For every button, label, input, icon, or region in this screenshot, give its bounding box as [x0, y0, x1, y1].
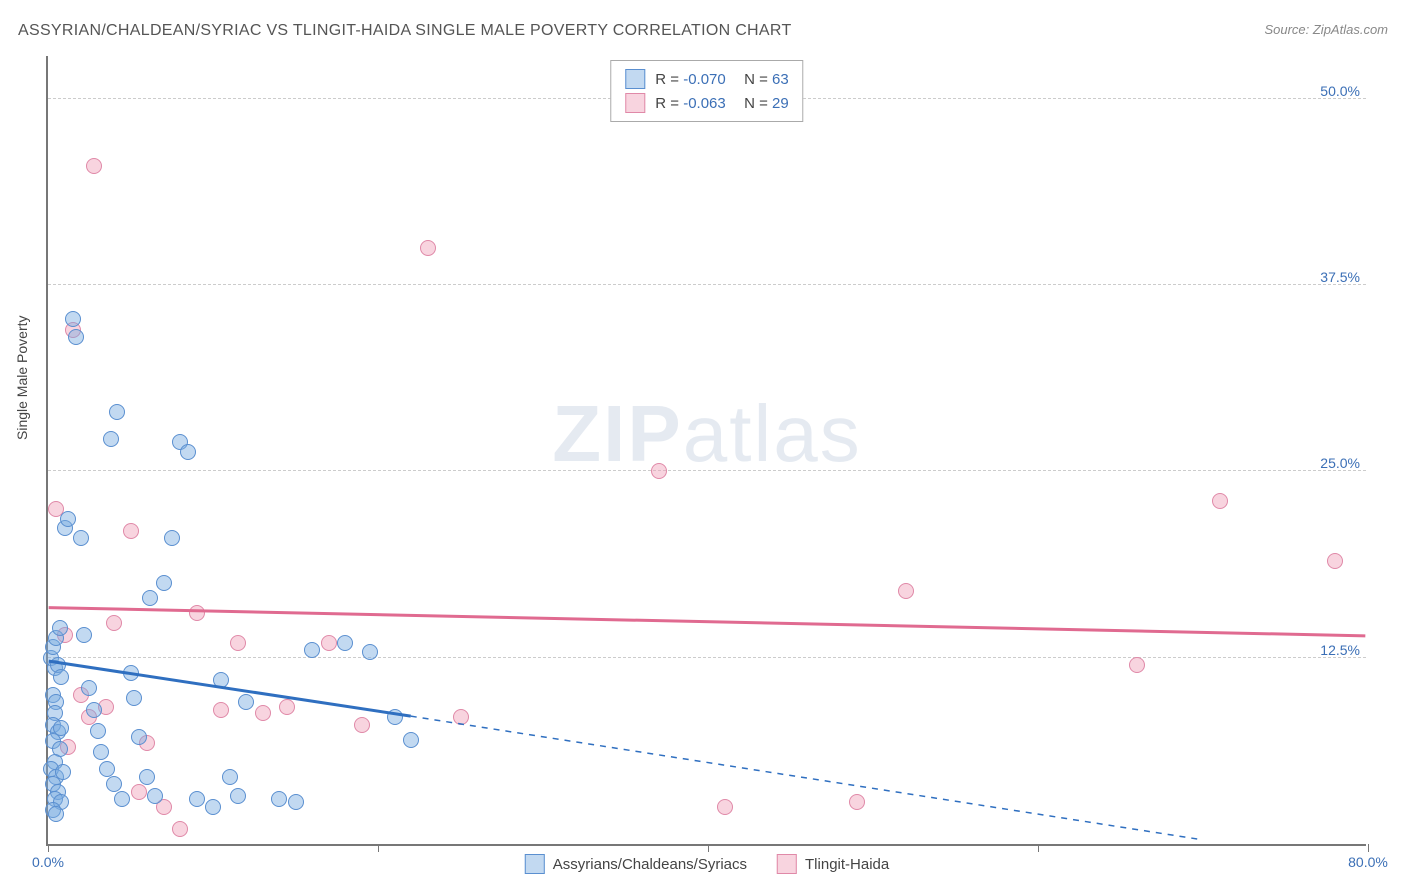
data-point-blue — [222, 769, 238, 785]
data-point-blue — [213, 672, 229, 688]
data-point-blue — [68, 329, 84, 345]
data-point-blue — [230, 788, 246, 804]
data-point-blue — [139, 769, 155, 785]
data-point-pink — [86, 158, 102, 174]
data-point-pink — [354, 717, 370, 733]
data-point-blue — [362, 644, 378, 660]
data-point-blue — [65, 311, 81, 327]
data-point-blue — [271, 791, 287, 807]
legend-row-pink: R = -0.063 N = 29 — [625, 91, 788, 115]
data-point-blue — [106, 776, 122, 792]
data-point-blue — [387, 709, 403, 725]
data-point-pink — [213, 702, 229, 718]
data-point-pink — [172, 821, 188, 837]
data-point-pink — [131, 784, 147, 800]
data-point-blue — [123, 665, 139, 681]
data-point-blue — [205, 799, 221, 815]
legend-r-pink: R = -0.063 — [655, 95, 725, 112]
legend-label-pink: Tlingit-Haida — [805, 856, 889, 873]
data-point-blue — [142, 590, 158, 606]
data-point-blue — [60, 511, 76, 527]
plot-area: ZIPatlas 12.5%25.0%37.5%50.0% 0.0%80.0% … — [46, 56, 1366, 846]
correlation-legend: R = -0.070 N = 63 R = -0.063 N = 29 — [610, 60, 803, 122]
data-point-blue — [126, 690, 142, 706]
legend-swatch-pink — [625, 93, 645, 113]
legend-label-blue: Assyrians/Chaldeans/Syriacs — [553, 856, 747, 873]
legend-swatch-blue-2 — [525, 854, 545, 874]
data-point-pink — [1212, 493, 1228, 509]
x-tick — [48, 844, 49, 852]
data-point-blue — [238, 694, 254, 710]
data-point-pink — [321, 635, 337, 651]
chart-title: ASSYRIAN/CHALDEAN/SYRIAC VS TLINGIT-HAID… — [18, 22, 792, 40]
data-point-pink — [1129, 657, 1145, 673]
x-tick-label: 0.0% — [32, 854, 64, 870]
x-tick — [708, 844, 709, 852]
data-point-pink — [189, 605, 205, 621]
data-point-blue — [52, 620, 68, 636]
data-point-blue — [156, 575, 172, 591]
legend-n-pink: N = 29 — [736, 95, 789, 112]
data-point-blue — [180, 444, 196, 460]
source-label: Source: ZipAtlas.com — [1264, 22, 1388, 37]
data-point-blue — [76, 627, 92, 643]
data-point-blue — [53, 669, 69, 685]
data-point-pink — [230, 635, 246, 651]
legend-r-blue: R = -0.070 — [655, 71, 725, 88]
data-point-pink — [279, 699, 295, 715]
x-tick-label: 80.0% — [1348, 854, 1388, 870]
data-point-pink — [898, 583, 914, 599]
data-point-blue — [403, 732, 419, 748]
data-point-pink — [123, 523, 139, 539]
data-point-pink — [106, 615, 122, 631]
points-layer — [48, 56, 1366, 844]
data-point-pink — [1327, 553, 1343, 569]
data-point-blue — [131, 729, 147, 745]
data-point-blue — [86, 702, 102, 718]
legend-row-blue: R = -0.070 N = 63 — [625, 67, 788, 91]
x-tick — [1038, 844, 1039, 852]
data-point-pink — [651, 463, 667, 479]
data-point-blue — [73, 530, 89, 546]
data-point-blue — [90, 723, 106, 739]
data-point-pink — [849, 794, 865, 810]
series-legend: Assyrians/Chaldeans/Syriacs Tlingit-Haid… — [525, 854, 889, 874]
data-point-blue — [304, 642, 320, 658]
data-point-pink — [717, 799, 733, 815]
data-point-blue — [48, 806, 64, 822]
chart-container: ASSYRIAN/CHALDEAN/SYRIAC VS TLINGIT-HAID… — [0, 0, 1406, 892]
data-point-pink — [420, 240, 436, 256]
data-point-pink — [255, 705, 271, 721]
legend-swatch-blue — [625, 69, 645, 89]
data-point-pink — [453, 709, 469, 725]
data-point-blue — [189, 791, 205, 807]
data-point-blue — [164, 530, 180, 546]
data-point-blue — [337, 635, 353, 651]
legend-n-blue: N = 63 — [736, 71, 789, 88]
data-point-blue — [147, 788, 163, 804]
data-point-blue — [288, 794, 304, 810]
data-point-blue — [109, 404, 125, 420]
x-tick — [1368, 844, 1369, 852]
legend-swatch-pink-2 — [777, 854, 797, 874]
data-point-blue — [99, 761, 115, 777]
data-point-blue — [93, 744, 109, 760]
x-tick — [378, 844, 379, 852]
data-point-blue — [103, 431, 119, 447]
y-axis-label: Single Male Poverty — [14, 315, 30, 440]
data-point-blue — [114, 791, 130, 807]
data-point-blue — [81, 680, 97, 696]
legend-item-blue: Assyrians/Chaldeans/Syriacs — [525, 854, 747, 874]
legend-item-pink: Tlingit-Haida — [777, 854, 889, 874]
